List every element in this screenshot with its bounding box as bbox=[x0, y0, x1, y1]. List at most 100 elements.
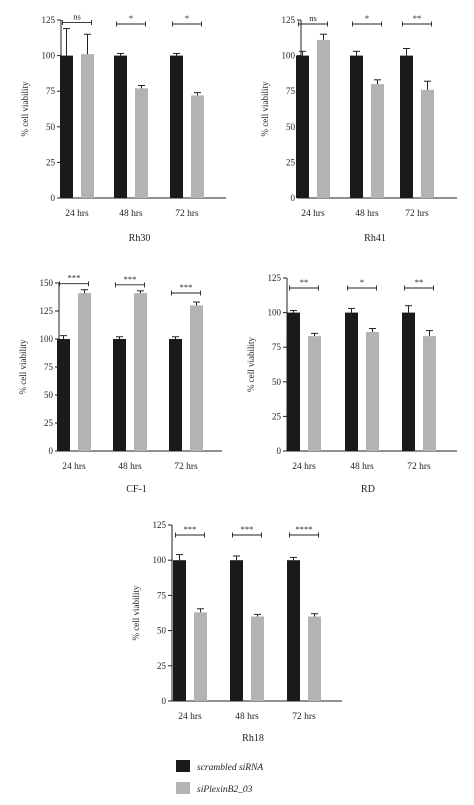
bar-scrambled bbox=[114, 55, 127, 198]
bar-siplexin bbox=[81, 54, 94, 199]
bar-scrambled bbox=[57, 339, 70, 451]
significance-label: * bbox=[185, 13, 189, 23]
x-tick-label: 48 hrs bbox=[118, 462, 142, 472]
y-tick-label: 100 bbox=[268, 308, 282, 318]
bar-siplexin bbox=[317, 39, 330, 198]
chart-panel-1: 0 25 50 75 100 125 % cell viability ns 24 hrs * 48… bbox=[260, 13, 457, 244]
chart-panel-4: 0 25 50 75 100 125 % cell viability *** 24 hrs **… bbox=[131, 520, 342, 744]
x-tick-label: 72 hrs bbox=[175, 209, 199, 219]
significance-label: * bbox=[360, 277, 364, 287]
y-tick-label: 125 bbox=[268, 273, 282, 283]
y-tick-label: 100 bbox=[40, 334, 54, 344]
y-tick-label: 75 bbox=[157, 590, 167, 600]
bar-scrambled bbox=[400, 55, 413, 198]
y-tick-label: 125 bbox=[153, 520, 167, 530]
y-tick-label: 0 bbox=[51, 193, 56, 203]
y-tick-label: 125 bbox=[42, 15, 56, 25]
chart-panel-2: 0 25 50 75 100 125 150 % cell viability *** 24 hr… bbox=[18, 273, 222, 495]
significance-label: * bbox=[129, 13, 133, 23]
significance-label: *** bbox=[180, 282, 193, 292]
x-tick-label: 72 hrs bbox=[405, 209, 429, 219]
y-axis-label: % cell viability bbox=[20, 81, 30, 136]
y-tick-label: 50 bbox=[286, 122, 296, 132]
bar-siplexin bbox=[371, 84, 384, 198]
x-tick-label: 24 hrs bbox=[292, 462, 316, 472]
y-tick-label: 150 bbox=[40, 278, 54, 288]
y-tick-label: 0 bbox=[291, 193, 296, 203]
bar-scrambled bbox=[350, 55, 363, 198]
x-tick-label: 72 hrs bbox=[174, 462, 198, 472]
significance-label: ** bbox=[413, 13, 422, 23]
y-axis-label: % cell viability bbox=[260, 81, 270, 136]
bar-scrambled bbox=[296, 55, 309, 198]
x-tick-label: 24 hrs bbox=[62, 462, 86, 472]
y-tick-label: 100 bbox=[153, 555, 167, 565]
bar-scrambled bbox=[402, 312, 415, 451]
significance-label: *** bbox=[184, 524, 197, 534]
x-tick-label: 48 hrs bbox=[350, 462, 374, 472]
bar-scrambled bbox=[173, 560, 186, 701]
y-tick-label: 75 bbox=[272, 342, 282, 352]
significance-label: ns bbox=[73, 12, 81, 22]
x-tick-label: 24 hrs bbox=[178, 712, 202, 722]
significance-label: *** bbox=[68, 273, 81, 283]
x-tick-label: 72 hrs bbox=[292, 712, 316, 722]
bar-siplexin bbox=[190, 305, 203, 451]
y-tick-label: 50 bbox=[46, 122, 56, 132]
y-tick-label: 0 bbox=[162, 696, 167, 706]
bar-scrambled bbox=[345, 312, 358, 451]
bar-siplexin bbox=[421, 89, 434, 198]
y-tick-label: 0 bbox=[277, 446, 282, 456]
bar-scrambled bbox=[60, 55, 73, 198]
significance-label: ** bbox=[415, 277, 424, 287]
y-tick-label: 25 bbox=[46, 157, 56, 167]
bar-scrambled bbox=[169, 339, 182, 451]
chart-panel-0: 0 25 50 75 100 125 % cell viability ns 24 hrs * 48… bbox=[20, 12, 226, 244]
y-tick-label: 50 bbox=[44, 390, 54, 400]
bar-siplexin bbox=[194, 612, 207, 701]
significance-label: ns bbox=[309, 13, 317, 23]
y-tick-label: 25 bbox=[272, 411, 282, 421]
panel-title: Rh30 bbox=[129, 233, 151, 244]
significance-label: **** bbox=[296, 524, 313, 534]
significance-label: ** bbox=[300, 277, 309, 287]
x-tick-label: 48 hrs bbox=[119, 209, 143, 219]
bar-siplexin bbox=[366, 331, 379, 451]
y-axis-label: % cell viability bbox=[131, 585, 141, 640]
bar-scrambled bbox=[287, 312, 300, 451]
significance-label: * bbox=[365, 13, 369, 23]
y-tick-label: 100 bbox=[282, 51, 296, 61]
significance-label: *** bbox=[124, 274, 137, 284]
panel-title: Rh18 bbox=[242, 733, 264, 744]
legend: scrambled siRNA siPlexinB2_03 bbox=[176, 760, 263, 795]
y-tick-label: 125 bbox=[282, 15, 296, 25]
legend-label: scrambled siRNA bbox=[197, 763, 263, 773]
y-tick-label: 75 bbox=[286, 86, 296, 96]
x-tick-label: 24 hrs bbox=[301, 209, 325, 219]
legend-label: siPlexinB2_03 bbox=[197, 785, 253, 795]
bar-siplexin bbox=[78, 293, 91, 451]
y-tick-label: 75 bbox=[46, 86, 56, 96]
bar-siplexin bbox=[134, 293, 147, 451]
bar-scrambled bbox=[113, 339, 126, 451]
significance-label: *** bbox=[241, 524, 254, 534]
x-tick-label: 48 hrs bbox=[355, 209, 379, 219]
y-tick-label: 100 bbox=[42, 51, 56, 61]
legend-swatch bbox=[176, 760, 190, 772]
y-tick-label: 50 bbox=[157, 626, 167, 636]
panel-title: CF-1 bbox=[126, 484, 147, 495]
bar-scrambled bbox=[287, 560, 300, 701]
y-tick-label: 25 bbox=[286, 157, 296, 167]
y-tick-label: 25 bbox=[157, 661, 167, 671]
panel-title: Rh41 bbox=[364, 233, 386, 244]
bar-siplexin bbox=[191, 95, 204, 198]
y-tick-label: 125 bbox=[40, 306, 54, 316]
panel-title: RD bbox=[361, 484, 375, 495]
bar-siplexin bbox=[135, 88, 148, 198]
legend-swatch bbox=[176, 782, 190, 794]
bar-siplexin bbox=[308, 616, 321, 701]
x-tick-label: 24 hrs bbox=[65, 209, 89, 219]
y-tick-label: 0 bbox=[49, 446, 54, 456]
bar-scrambled bbox=[230, 560, 243, 701]
